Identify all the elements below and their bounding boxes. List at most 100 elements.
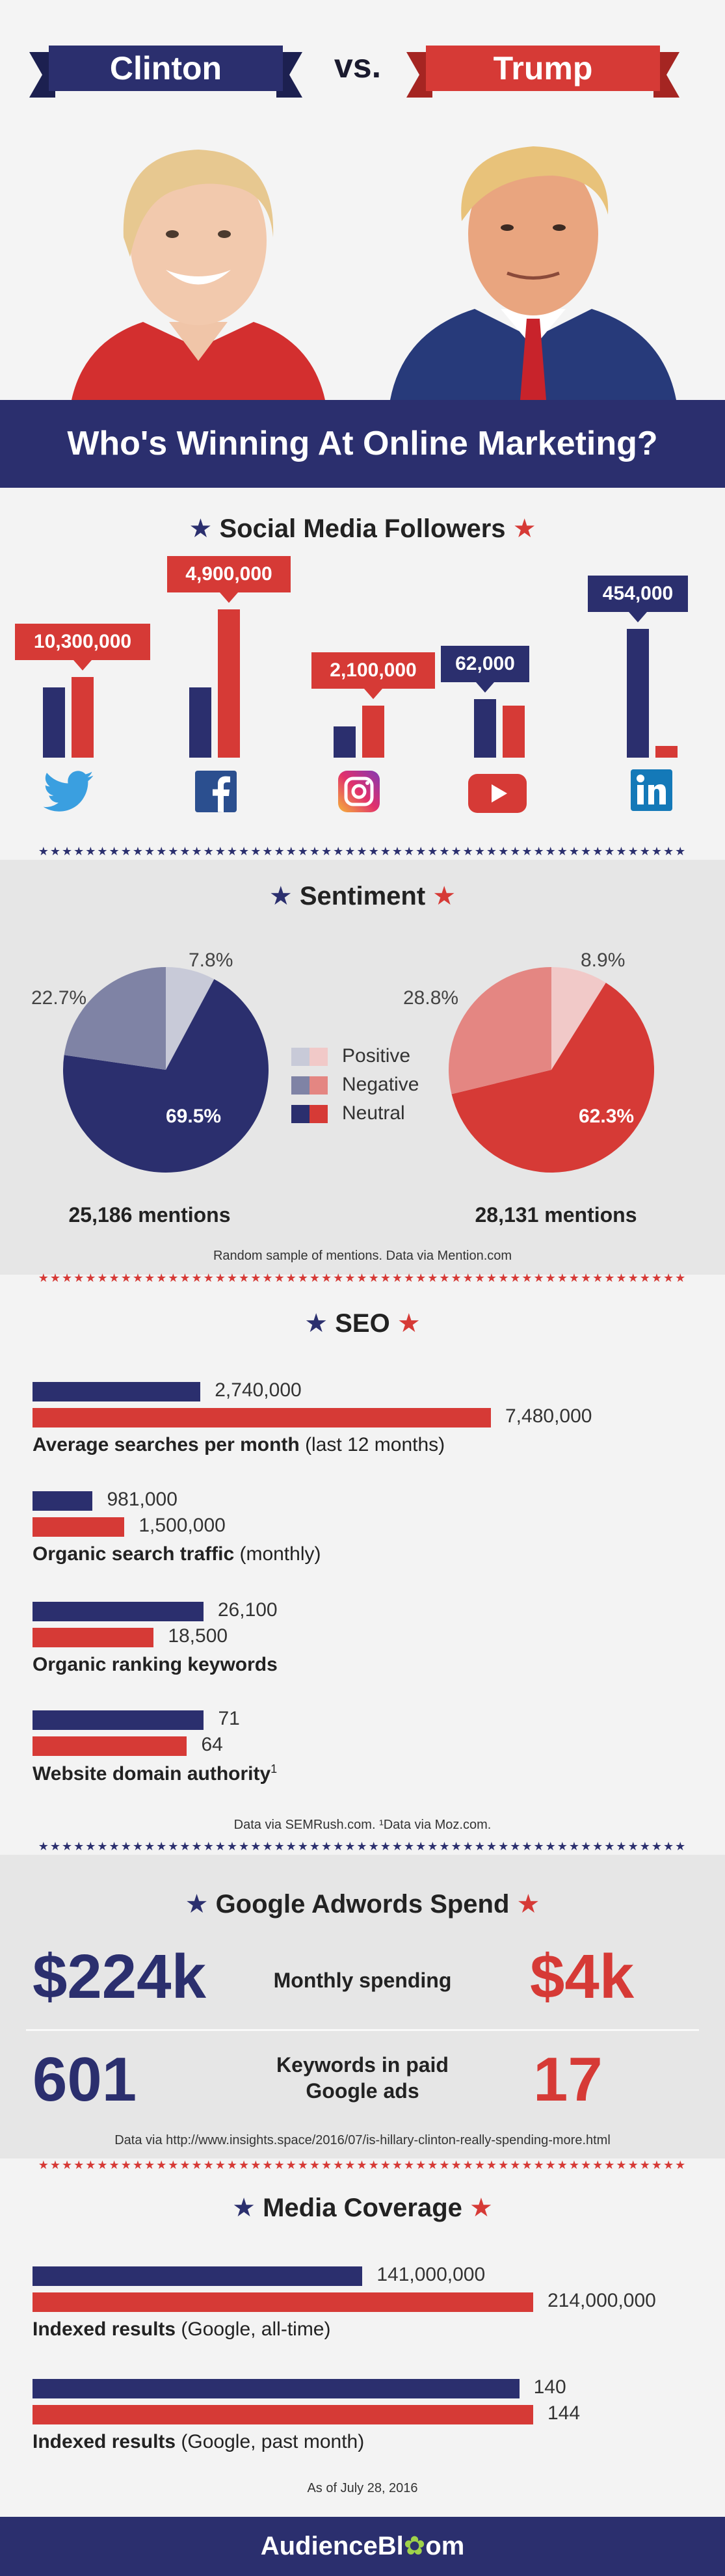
legend-label-positive: Positive [342, 1045, 411, 1067]
trump-keywords: 17 [533, 2045, 603, 2114]
star-icon: ★ [432, 882, 456, 910]
sentiment-note: Random sample of mentions. Data via Ment… [213, 1249, 512, 1263]
value-callout: 4,900,000 [167, 556, 291, 603]
flower-icon: ✿ [403, 2532, 426, 2560]
pie-slice [64, 967, 166, 1070]
legend: Positive Negative Neutral [291, 1044, 441, 1130]
group-label: Indexed results (Google, all-time) [33, 2318, 330, 2341]
legend-item-positive: Positive [291, 1044, 441, 1072]
trump-hbar [33, 1517, 125, 1537]
clinton-mentions: 25,186 mentions [68, 1203, 231, 1227]
linkedin-icon [631, 769, 672, 811]
main-banner [0, 400, 725, 488]
clinton-monthly-spend: $224k [33, 1942, 206, 2012]
seo-title: ★ SEO ★ [0, 1308, 725, 1338]
star-icon: ★ [232, 2194, 256, 2222]
footer [0, 2517, 725, 2576]
clinton-ribbon [29, 46, 302, 98]
pie-slice [166, 967, 215, 1070]
instagram-icon [338, 771, 380, 812]
trump-bar [655, 746, 678, 758]
star-icon: ★ [512, 514, 536, 543]
star-icon: ★ [185, 1890, 209, 1919]
star-divider: ★★★★★★★★★★★★★★★★★★★★★★★★★★★★★★★★★★★★★★★★… [38, 2158, 687, 2171]
adwords-title-text: Google Adwords Spend [215, 1890, 510, 1919]
trump-ribbon [406, 46, 679, 98]
clinton-hbar [33, 2379, 520, 2398]
trump-value: 7,480,000 [505, 1405, 592, 1427]
keywords-label: Keywords in paid Google ads [276, 2053, 449, 2103]
trump-hbar [33, 2292, 533, 2312]
clinton-value: 71 [218, 1708, 240, 1729]
trump-hbar [33, 1408, 491, 1427]
trump-mentions: 28,131 mentions [475, 1203, 637, 1227]
trump-bar [362, 705, 384, 758]
clinton-bar [334, 726, 356, 758]
clinton-bar [627, 629, 649, 758]
trump-bar [72, 677, 94, 758]
brand-text-b: om [425, 2532, 465, 2560]
star-icon: ★ [397, 1309, 421, 1338]
social-title: ★ Social Media Followers ★ [0, 514, 725, 544]
trump-neu-label: 62.3% [579, 1106, 635, 1127]
trump-pos-label: 8.9% [581, 949, 626, 971]
trump-value: 18,500 [168, 1625, 228, 1647]
clinton-value: 141,000,000 [376, 2264, 486, 2285]
legend-swatch [310, 1048, 328, 1066]
clinton-value: 26,100 [217, 1599, 278, 1621]
clinton-portrait [72, 150, 325, 400]
clinton-value: 140 [533, 2376, 566, 2398]
star-icon: ★ [304, 1309, 328, 1338]
trump-hbar [33, 1628, 154, 1647]
clinton-value: 981,000 [107, 1489, 178, 1510]
clinton-keywords: 601 [33, 2045, 137, 2114]
legend-swatch [291, 1105, 310, 1123]
adwords-title: ★ Google Adwords Spend ★ [0, 1889, 725, 1919]
clinton-bar [43, 687, 65, 758]
brand-logo: AudienceBl✿om [0, 2517, 725, 2576]
trump-portrait [390, 146, 676, 400]
adwords-section [0, 1855, 725, 2158]
group-label: Website domain authority1 [33, 1762, 277, 1785]
group-label-qualifier: (Google, past month) [176, 2431, 365, 2452]
adwords-note: Data via http://www.insights.space/2016/… [114, 2133, 611, 2147]
value-callout: 454,000 [588, 576, 688, 622]
value-callout: 62,000 [441, 646, 529, 693]
media-title: ★ Media Coverage ★ [0, 2193, 725, 2223]
facebook-icon [195, 771, 237, 812]
clinton-bar [474, 699, 496, 758]
pie-slice [63, 979, 269, 1173]
vs-text: vs. [334, 47, 382, 85]
trump-monthly-spend: $4k [530, 1942, 635, 2012]
trump-value: 144 [547, 2402, 581, 2424]
legend-swatch [310, 1105, 328, 1123]
media-note: As of July 28, 2016 [307, 2481, 418, 2495]
trump-hbar [33, 1736, 187, 1756]
clinton-hbar [33, 1710, 204, 1730]
clinton-hbar [33, 2266, 363, 2286]
clinton-hbar [33, 1491, 93, 1511]
trump-hbar [33, 2405, 533, 2424]
clinton-value: 2,740,000 [215, 1379, 302, 1401]
youtube-icon [468, 774, 527, 813]
group-label-main: Indexed results [33, 2431, 176, 2452]
group-label: Organic search traffic (monthly) [33, 1543, 321, 1565]
brand-text-a: AudienceBl [260, 2532, 404, 2560]
trump-neg-label: 28.8% [403, 987, 459, 1009]
star-icon: ★ [269, 882, 293, 910]
group-label-main: Average searches per month [33, 1434, 300, 1455]
clinton-neg-label: 22.7% [31, 987, 87, 1009]
main-title: Who's Winning At Online Marketing? [67, 425, 658, 462]
legend-item-neutral: Neutral [291, 1101, 441, 1130]
star-icon: ★ [189, 514, 213, 543]
sentiment-pies [63, 967, 655, 1173]
value-callout: 10,300,000 [15, 624, 150, 671]
media-title-text: Media Coverage [263, 2194, 462, 2222]
group-label-main: Organic search traffic [33, 1543, 235, 1565]
star-divider: ★★★★★★★★★★★★★★★★★★★★★★★★★★★★★★★★★★★★★★★★… [38, 1840, 687, 1853]
pie-slice [449, 967, 551, 1095]
trump-value: 214,000,000 [547, 2290, 656, 2311]
group-label-main: Organic ranking keywords [33, 1654, 278, 1675]
twitter-icon [43, 771, 94, 812]
group-label-main: Website domain authority [33, 1763, 271, 1785]
